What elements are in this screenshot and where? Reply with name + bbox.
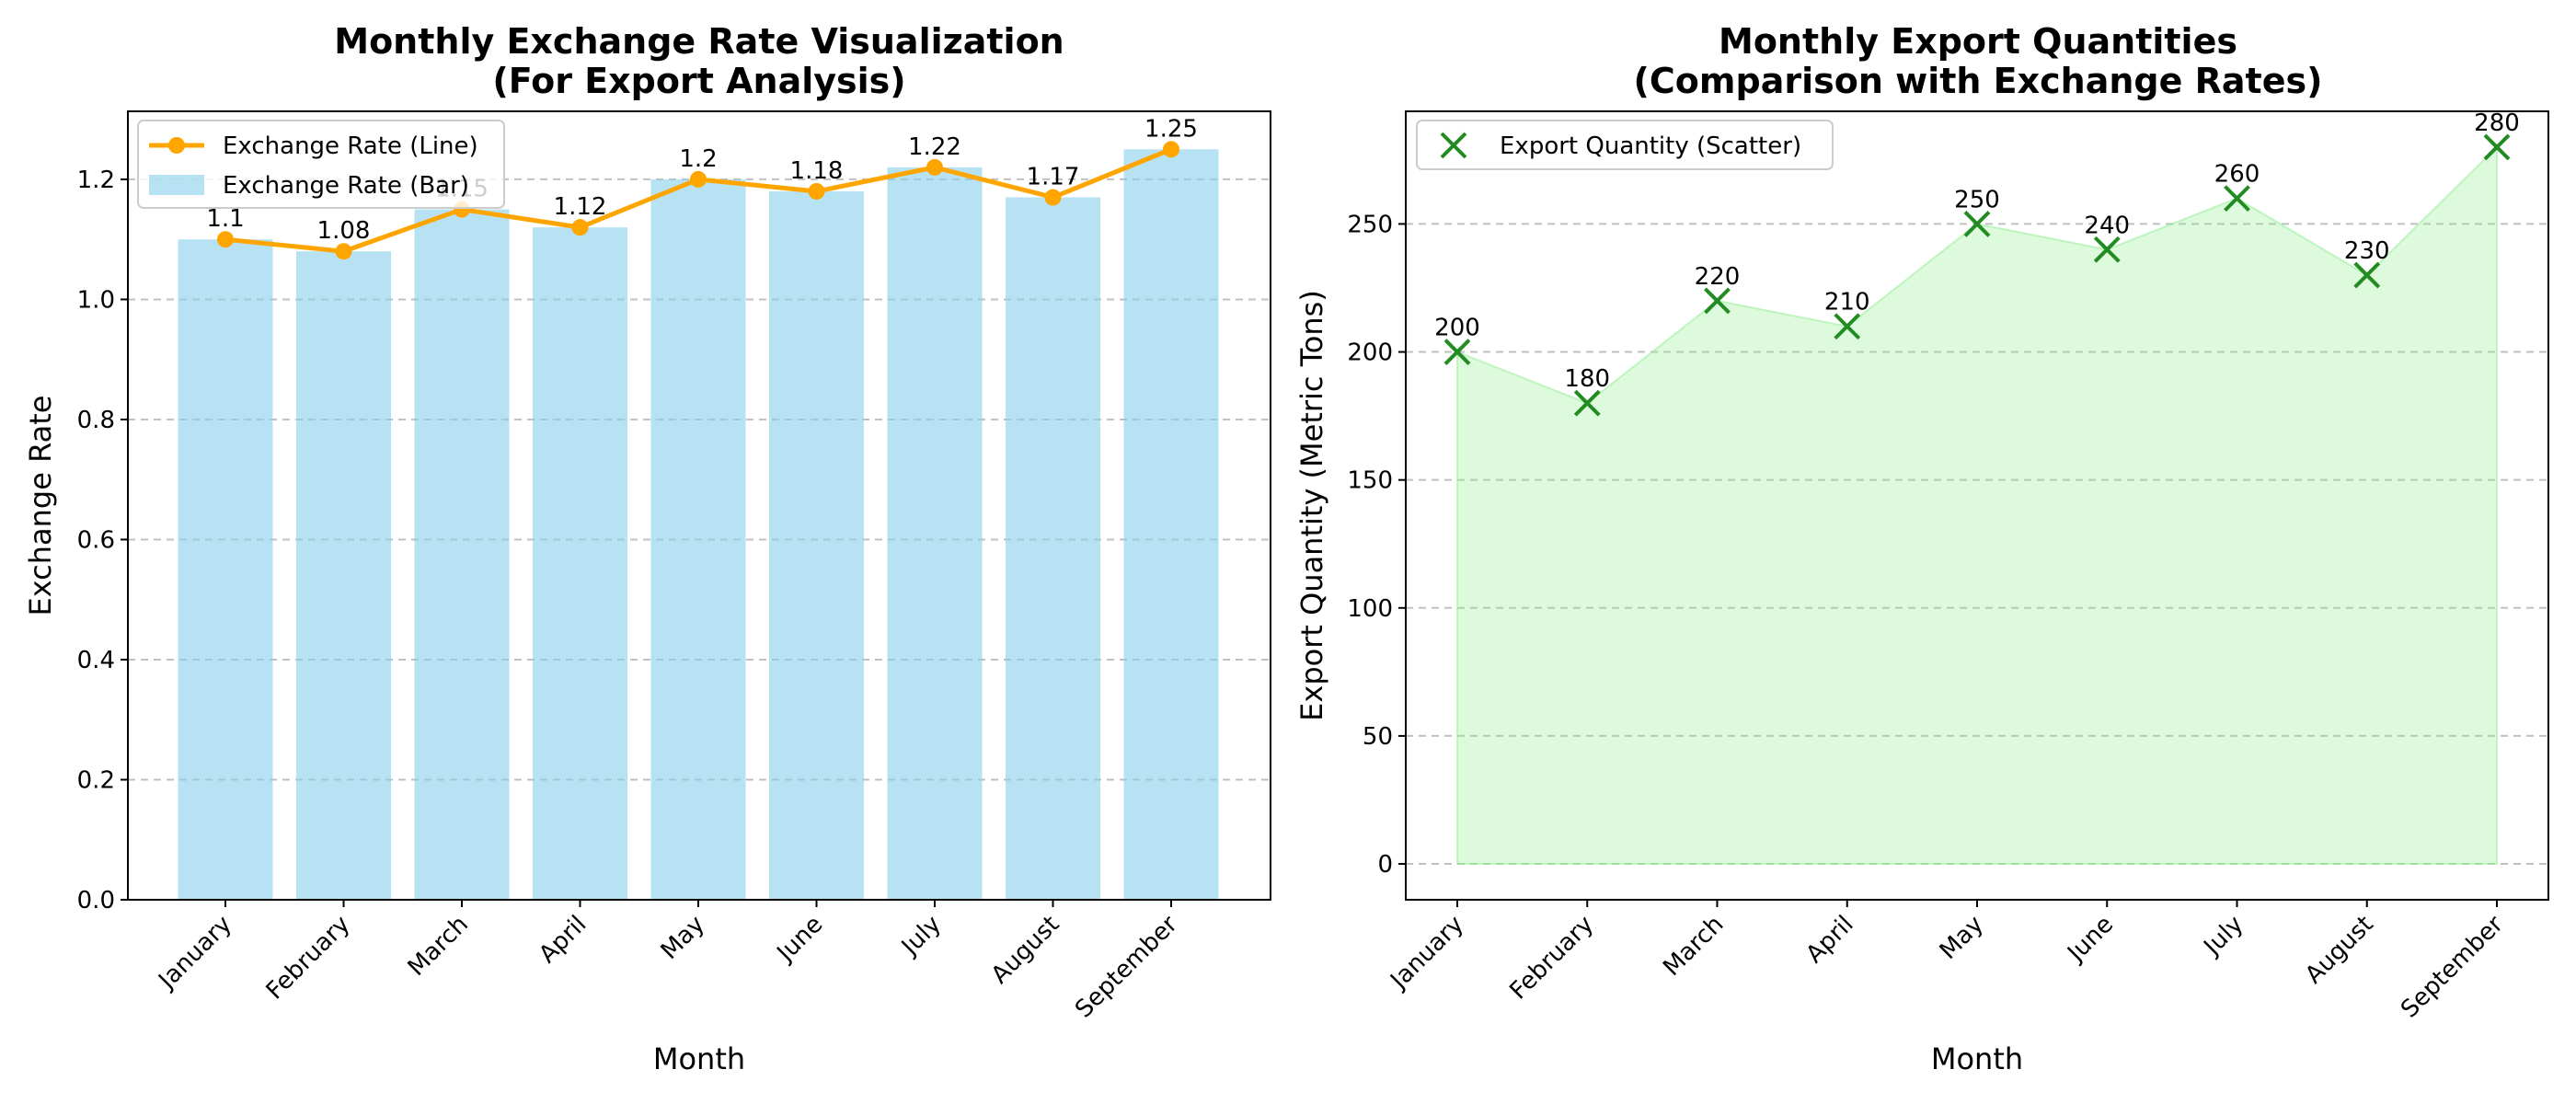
y-tick-label: 250 xyxy=(1347,211,1393,238)
y-axis-label: Export Quantity (Metric Tons) xyxy=(1294,290,1329,721)
scatter-point xyxy=(2483,133,2511,161)
chart-title-line1: Monthly Export Quantities xyxy=(1719,21,2237,62)
legend-bar-swatch xyxy=(149,175,204,195)
data-labels: 200 180 220 210 250 240 260 230 280 xyxy=(1434,109,2520,393)
y-tick-label: 0.4 xyxy=(77,647,115,674)
scatter-series xyxy=(1443,133,2511,417)
y-tick-label: 200 xyxy=(1347,339,1393,367)
bar xyxy=(1123,149,1219,900)
line-point xyxy=(690,170,707,188)
y-tick-label: 0.8 xyxy=(77,407,115,434)
area-polygon xyxy=(1456,144,2498,866)
scatter-x-stroke xyxy=(1573,389,1601,417)
legend-frame xyxy=(137,120,505,209)
data-label: 1.17 xyxy=(1027,164,1080,191)
legend-entry-bar: Exchange Rate (Bar) xyxy=(223,172,469,200)
scatter-point xyxy=(1573,389,1601,417)
y-tick-label: 1.2 xyxy=(77,167,115,194)
scatter-x-stroke xyxy=(1704,287,1731,315)
legend: Export Quantity (Scatter) xyxy=(1416,120,1834,170)
scatter-point xyxy=(1443,339,1471,365)
legend-marker-x xyxy=(1440,132,1467,159)
scatter-point xyxy=(2093,236,2121,263)
scatter-x-stroke xyxy=(2353,261,2381,289)
data-label: 240 xyxy=(2084,212,2130,239)
y-tick-label: 100 xyxy=(1347,595,1393,623)
data-label: 230 xyxy=(2344,237,2390,265)
line-point xyxy=(926,158,943,176)
scatter-x-stroke xyxy=(1443,339,1471,365)
scatter-point xyxy=(2353,261,2381,289)
y-tick-label: 1.0 xyxy=(77,286,115,314)
y-axis-ticks: 0 50 100 150 200 250 xyxy=(1347,211,1406,879)
data-label: 1.22 xyxy=(908,133,961,161)
data-label: 260 xyxy=(2214,161,2260,189)
bar xyxy=(887,167,983,900)
legend-entry-scatter: Export Quantity (Scatter) xyxy=(1500,132,1801,160)
legend-frame xyxy=(1416,120,1834,170)
bar xyxy=(414,209,510,901)
scatter-point xyxy=(1834,313,1861,340)
bar xyxy=(296,251,391,901)
y-axis-ticks: 0.0 0.2 0.4 0.6 0.8 1.0 1.2 xyxy=(77,167,128,914)
bar xyxy=(178,239,273,900)
data-label: 1.25 xyxy=(1144,115,1198,143)
line-point xyxy=(217,231,234,248)
data-label: 200 xyxy=(1434,315,1480,342)
bar-series xyxy=(178,149,1219,901)
legend-marker-circle xyxy=(168,137,185,154)
line-series xyxy=(217,141,1179,260)
y-axis-label: Exchange Rate xyxy=(23,396,58,616)
chart-title-line1: Monthly Exchange Rate Visualization xyxy=(334,21,1064,62)
y-tick-label: 150 xyxy=(1347,467,1393,495)
chart-title-line2: (Comparison with Exchange Rates) xyxy=(1634,61,2323,101)
y-tick-label: 0.6 xyxy=(77,526,115,554)
data-label: 1.08 xyxy=(317,217,371,245)
y-tick-label: 0.0 xyxy=(77,887,115,914)
data-label: 1.2 xyxy=(679,145,717,173)
line-point xyxy=(335,243,352,260)
data-label: 180 xyxy=(1564,365,1610,393)
x-axis-label: Month xyxy=(1931,1041,2023,1076)
data-label: 210 xyxy=(1824,289,1870,316)
data-label: 1.1 xyxy=(206,205,244,233)
line-point xyxy=(571,219,589,236)
line-point xyxy=(1163,141,1179,158)
area-fill xyxy=(1456,144,2498,866)
y-tick-label: 0.2 xyxy=(77,766,115,794)
chart-title-line2: (For Export Analysis) xyxy=(492,61,905,101)
bar xyxy=(769,190,864,900)
data-label: 250 xyxy=(1954,186,2000,213)
line-point xyxy=(1044,189,1062,206)
bar xyxy=(650,178,746,900)
legend-entry-line: Exchange Rate (Line) xyxy=(223,132,478,160)
scatter-x-stroke xyxy=(1834,313,1861,340)
legend: Exchange Rate (Line) Exchange Rate (Bar) xyxy=(137,120,505,209)
data-label: 220 xyxy=(1695,263,1741,291)
scatter-point xyxy=(1704,287,1731,315)
scatter-x-stroke xyxy=(2093,236,2121,263)
bar xyxy=(1006,197,1100,900)
y-tick-label: 50 xyxy=(1363,723,1393,751)
data-label: 1.12 xyxy=(554,193,607,221)
y-tick-label: 0 xyxy=(1377,851,1393,879)
x-axis-label: Month xyxy=(653,1041,745,1076)
line-point xyxy=(808,182,825,200)
scatter-point xyxy=(2224,185,2250,213)
scatter-x-stroke xyxy=(1963,211,1991,237)
scatter-x-stroke xyxy=(2483,133,2511,161)
bar xyxy=(533,227,627,901)
scatter-point xyxy=(1963,211,1991,237)
scatter-x-stroke xyxy=(2224,185,2250,213)
data-label: 280 xyxy=(2474,109,2520,137)
data-label: 1.18 xyxy=(790,157,844,185)
